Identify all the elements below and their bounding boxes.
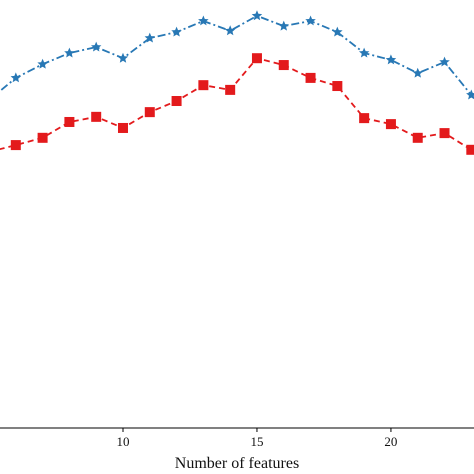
marker [91, 111, 102, 122]
marker [385, 54, 397, 65]
marker [412, 67, 423, 78]
marker [251, 53, 262, 64]
marker [10, 72, 21, 83]
marker [117, 122, 128, 133]
x-tick-label: 20 [384, 434, 397, 449]
marker [305, 72, 316, 83]
marker [171, 26, 182, 37]
marker [37, 132, 48, 143]
marker [198, 80, 209, 91]
x-axis-label: Number of features [175, 455, 299, 472]
marker [251, 10, 263, 21]
marker [117, 52, 129, 63]
marker [359, 113, 370, 124]
marker [198, 15, 209, 26]
marker [224, 25, 236, 36]
marker [466, 89, 474, 100]
x-tick-label: 15 [250, 434, 263, 449]
series-line [0, 14, 473, 96]
marker [358, 47, 370, 58]
marker [412, 132, 423, 143]
plot-area [0, 10, 474, 155]
marker [278, 20, 289, 31]
marker [439, 128, 450, 139]
marker [10, 140, 21, 151]
marker [37, 58, 48, 69]
marker [385, 119, 396, 130]
marker [225, 84, 236, 95]
series-line [0, 57, 472, 151]
marker [91, 41, 102, 52]
marker [466, 144, 474, 155]
marker [144, 32, 155, 43]
marker [439, 56, 450, 67]
marker [144, 107, 155, 118]
marker [171, 96, 182, 107]
marker [305, 15, 316, 26]
x-tick-label: 10 [116, 434, 129, 449]
marker [64, 116, 75, 127]
marker [332, 26, 343, 37]
marker [278, 60, 289, 71]
marker [332, 81, 343, 92]
marker [64, 47, 75, 58]
